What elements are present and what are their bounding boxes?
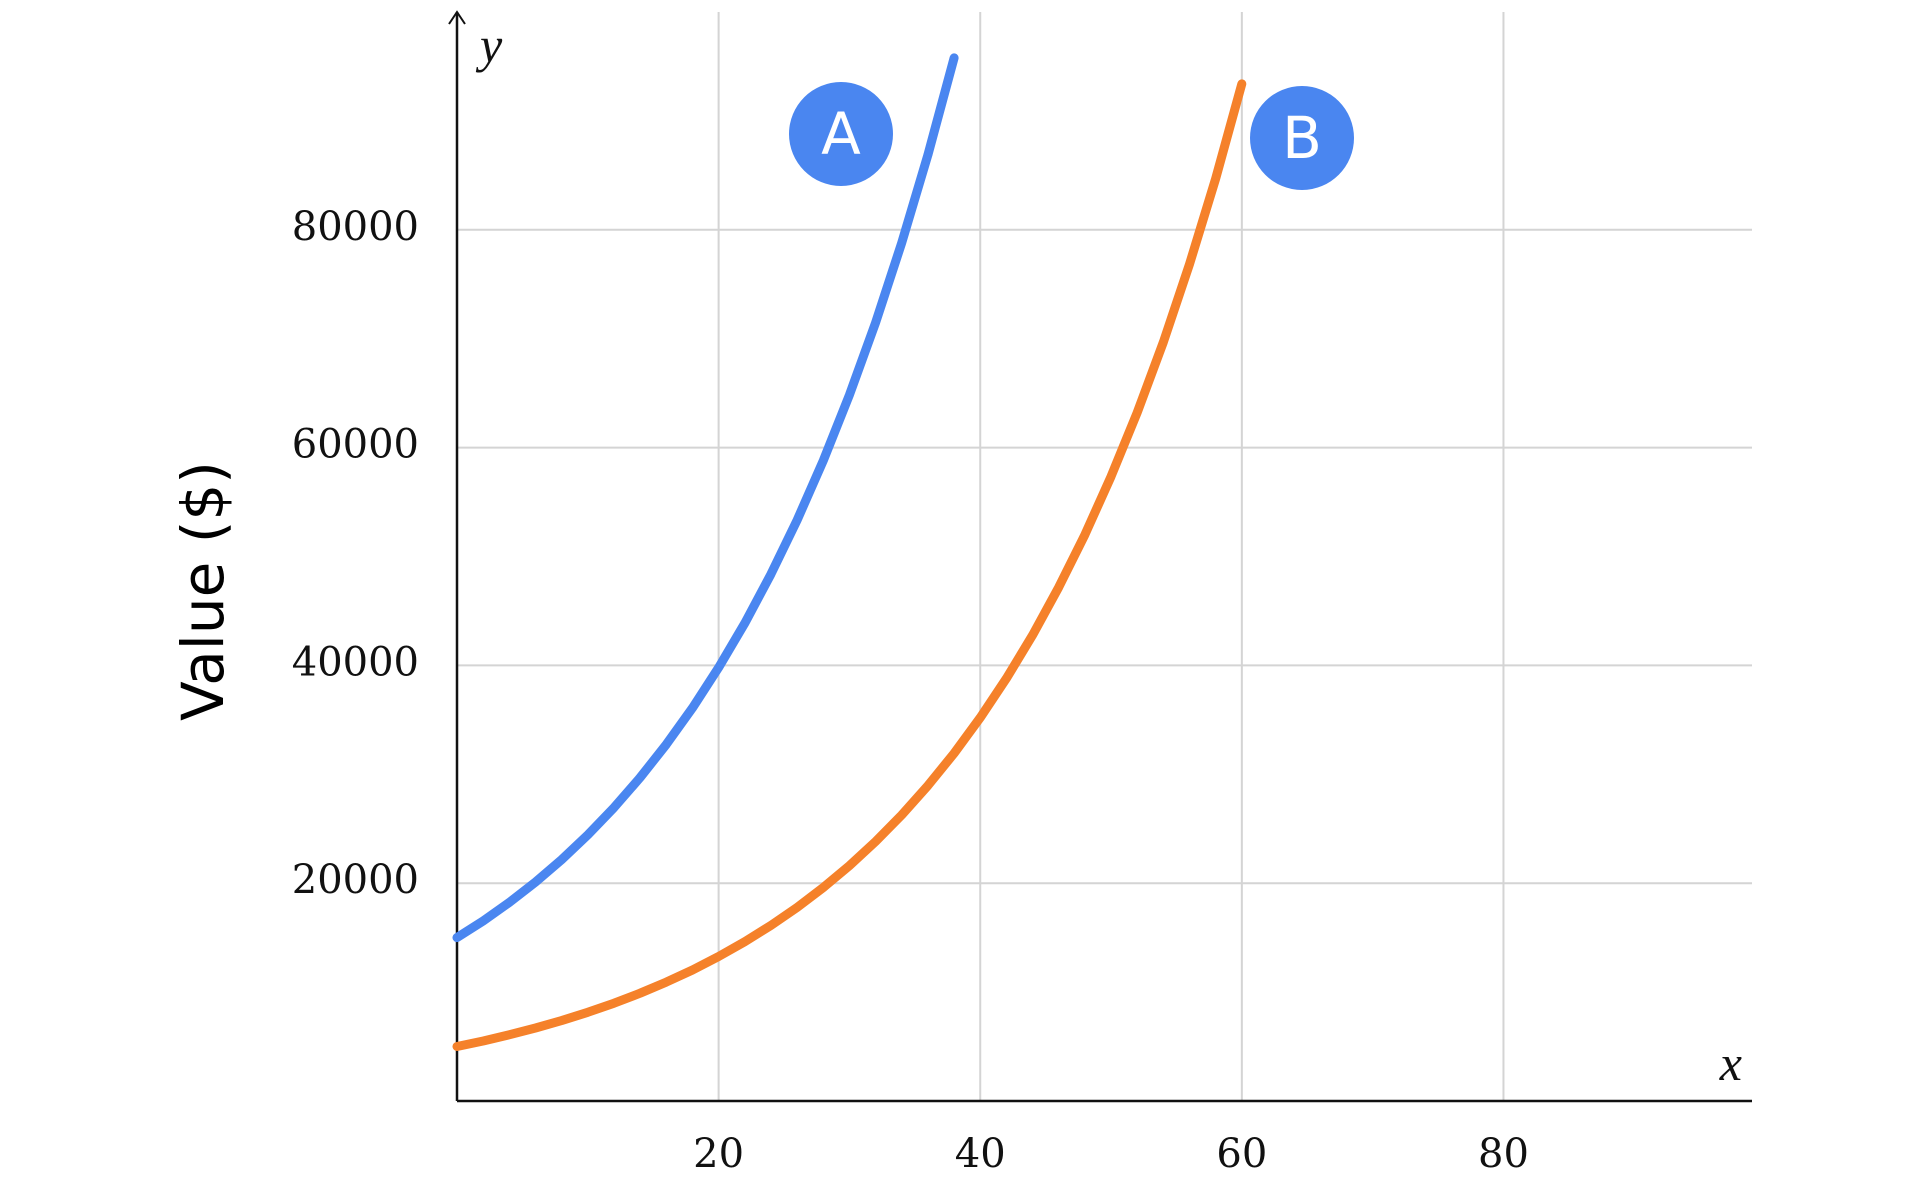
x-tick-label: 20 [693, 1131, 744, 1177]
x-tick-label: 80 [1478, 1131, 1529, 1177]
y-tick-label: 20000 [292, 857, 419, 903]
series-badge [1250, 86, 1354, 190]
y-tick-label: 60000 [292, 422, 419, 468]
series-label: B [1282, 104, 1322, 172]
y-tick-label: 80000 [292, 204, 419, 250]
y-axis-letter: y [475, 17, 503, 73]
series-label: A [821, 100, 861, 168]
y-tick-label: 40000 [292, 639, 419, 685]
y-axis-arrow [448, 10, 466, 25]
series-badge [789, 82, 893, 186]
x-tick-label: 40 [955, 1131, 1006, 1177]
y-axis-label: Value ($) [169, 461, 237, 721]
x-tick-label: 60 [1216, 1131, 1267, 1177]
series-line [452, 53, 959, 943]
series-line [452, 79, 1247, 1051]
x-axis-letter: x [1719, 1035, 1742, 1091]
